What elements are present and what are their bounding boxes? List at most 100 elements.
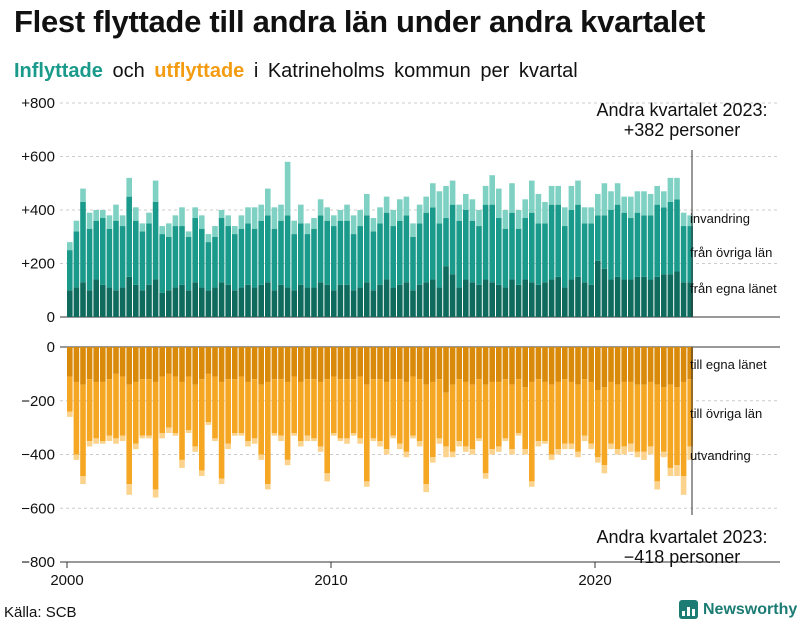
bar-out-egna-lanet [509, 347, 515, 385]
bar-out-utvandring [410, 435, 416, 439]
bar-in-ovriga-lan [225, 226, 231, 285]
bar-out-ovriga-lan [166, 373, 172, 428]
bar-out-utvandring [106, 435, 113, 442]
bar-out-egna-lanet [608, 347, 614, 382]
bar-in-ovriga-lan [661, 207, 667, 275]
bar-out-egna-lanet [515, 347, 522, 380]
bar-out-utvandring [687, 446, 693, 460]
bar-out-egna-lanet [383, 347, 390, 382]
bar-in-egna-lanet [522, 279, 528, 317]
bar-in-ovriga-lan [311, 228, 317, 288]
bar-in-ovriga-lan [621, 212, 627, 280]
bar-in-invandring [331, 215, 337, 227]
bar-in-ovriga-lan [430, 207, 436, 280]
bar-in-egna-lanet [218, 282, 225, 317]
bar-in-ovriga-lan [357, 226, 363, 288]
bar-out-egna-lanet [331, 347, 337, 377]
bar-out-utvandring [166, 427, 172, 433]
bar-in-invandring [304, 223, 311, 235]
bar-in-ovriga-lan [634, 212, 641, 277]
bar-out-utvandring [298, 441, 304, 447]
bar-out-utvandring [93, 438, 99, 444]
bar-out-utvandring [449, 451, 456, 458]
bar-in-ovriga-lan [159, 234, 165, 293]
bar-in-egna-lanet [251, 287, 258, 317]
bar-in-invandring [654, 185, 660, 205]
bar-in-ovriga-lan [628, 218, 634, 280]
bar-out-ovriga-lan [568, 381, 575, 444]
bar-in-egna-lanet [562, 287, 568, 317]
bar-out-ovriga-lan [251, 379, 258, 439]
newsworthy-logo: Newsworthy [679, 600, 797, 619]
bar-in-invandring [667, 177, 674, 202]
bar-out-egna-lanet [641, 347, 647, 385]
bar-out-utvandring [212, 438, 218, 442]
bar-in-egna-lanet [529, 282, 535, 317]
bar-in-invandring [687, 215, 693, 227]
bar-out-egna-lanet [80, 347, 86, 385]
bar-out-ovriga-lan [100, 381, 106, 442]
bar-in-egna-lanet [159, 292, 165, 317]
bar-in-egna-lanet [674, 271, 680, 317]
bar-out-ovriga-lan [423, 384, 429, 485]
bar-in-invandring [364, 193, 370, 216]
bar-out-ovriga-lan [476, 379, 482, 439]
bar-out-ovriga-lan [416, 379, 423, 442]
bar-out-ovriga-lan [463, 381, 469, 447]
bar-out-utvandring [667, 467, 674, 476]
bar-in-ovriga-lan [67, 250, 73, 291]
bar-in-egna-lanet [403, 282, 410, 317]
bar-in-ovriga-lan [304, 234, 311, 288]
bar-in-ovriga-lan [278, 220, 284, 285]
bar-out-ovriga-lan [364, 384, 370, 482]
bar-in-ovriga-lan [73, 231, 80, 288]
bar-out-ovriga-lan [238, 376, 245, 433]
bar-out-ovriga-lan [548, 384, 555, 455]
bar-out-ovriga-lan [271, 379, 278, 433]
bar-out-ovriga-lan [449, 384, 456, 452]
bar-in-ovriga-lan [502, 228, 509, 288]
bar-in-ovriga-lan [100, 218, 106, 285]
bar-out-ovriga-lan [509, 384, 515, 450]
bar-out-ovriga-lan [119, 376, 126, 436]
bar-out-utvandring [67, 411, 73, 417]
bar-out-ovriga-lan [588, 381, 594, 444]
bar-out-ovriga-lan [93, 381, 99, 439]
bar-in-egna-lanet [496, 284, 502, 317]
bar-out-utvandring [575, 451, 581, 458]
bar-out-egna-lanet [218, 347, 225, 382]
bar-in-ovriga-lan [126, 196, 132, 277]
bar-in-egna-lanet [86, 290, 93, 317]
bar-in-invandring [443, 185, 449, 219]
bar-in-invandring [449, 180, 456, 205]
bar-in-ovriga-lan [271, 228, 278, 291]
bar-in-invandring [647, 193, 654, 216]
logo-icon [679, 600, 698, 619]
bar-in-ovriga-lan [350, 234, 357, 291]
bar-in-egna-lanet [548, 279, 555, 317]
bar-in-egna-lanet [133, 284, 139, 317]
bar-out-ovriga-lan [595, 390, 601, 458]
bar-out-ovriga-lan [199, 379, 205, 471]
bar-in-ovriga-lan [403, 215, 410, 283]
bar-in-invandring [423, 196, 429, 213]
bar-out-utvandring [86, 441, 93, 447]
bar-out-egna-lanet [377, 347, 383, 380]
bar-out-egna-lanet [667, 347, 674, 385]
bar-in-ovriga-lan [674, 199, 680, 272]
bar-out-ovriga-lan [562, 379, 568, 444]
source-label: Källa: SCB [4, 604, 77, 621]
bar-out-utvandring [126, 484, 132, 495]
bar-in-egna-lanet [641, 276, 647, 317]
bar-out-utvandring [601, 465, 608, 474]
bar-out-ovriga-lan [304, 379, 311, 436]
bar-in-ovriga-lan [509, 212, 515, 280]
bar-in-egna-lanet [185, 290, 192, 317]
bar-in-egna-lanet [463, 279, 469, 317]
bar-out-ovriga-lan [284, 381, 291, 460]
bar-in-invandring [278, 204, 284, 221]
bar-out-utvandring [482, 473, 489, 479]
bar-out-egna-lanet [166, 347, 172, 374]
bar-in-egna-lanet [245, 284, 251, 317]
bar-in-ovriga-lan [535, 223, 542, 285]
